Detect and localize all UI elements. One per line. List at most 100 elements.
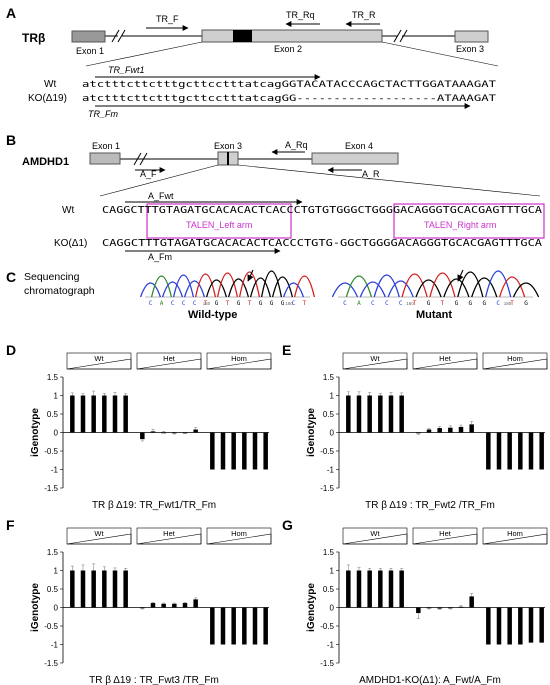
chromatogram-peak-g (471, 277, 498, 298)
exon-3-label: Exon 3 (456, 44, 484, 54)
primer-tr-rq-label: TR_Rq (286, 10, 315, 20)
bar-chart-d: 1.5 1 0.5 0 -0.5 -1 -1.5 iGenotype Wt Het Hom TR β … (30, 352, 272, 511)
bar (102, 395, 107, 433)
bar (140, 432, 145, 440)
talen-left-label: TALEN_Left arm (186, 220, 252, 230)
base-call: G (237, 300, 241, 307)
bar (437, 428, 442, 433)
bar (469, 596, 474, 608)
bar (242, 607, 247, 645)
bar (91, 395, 96, 433)
dilution-triangle (482, 358, 548, 370)
dilution-triangle (136, 533, 202, 545)
dilution-triangle (206, 358, 272, 370)
base-call: C (182, 300, 186, 307)
y-tick-label: 1.5 (323, 548, 335, 557)
group-label: Hom (507, 354, 523, 363)
panel-label-b: B (6, 132, 16, 148)
exon-1-box (89, 152, 121, 165)
primer-tr-fwt1-label: TR_Fwt1 (108, 65, 145, 75)
panel-a: A TRβ Exon 1 Exon 2 Exon 3 TR_F TR_Rq TR… (6, 5, 499, 119)
y-tick-label: -1 (51, 466, 59, 475)
group-label: Wt (94, 354, 104, 363)
base-call: C (292, 300, 296, 307)
y-tick-label: -0.5 (320, 447, 334, 456)
chromatogram-peak-c (485, 270, 512, 298)
exon-4-label: Exon 4 (345, 141, 373, 151)
base-call: T (226, 300, 230, 307)
y-tick-label: -1.5 (320, 484, 334, 493)
y-axis-label: iGenotype (30, 408, 41, 457)
bar (140, 607, 145, 609)
panel-label-e: E (282, 342, 291, 358)
exon-2-box (201, 29, 383, 43)
chromatogram-tick-label: 160 (285, 301, 293, 306)
bar (263, 432, 268, 470)
chromatogram-peak-c (331, 282, 359, 298)
primer-a-rq-label: A_Rq (285, 140, 308, 150)
y-tick-label: -1.5 (44, 659, 58, 668)
bar (448, 427, 453, 433)
chart-caption: AMDHD1-KO(Δ1): A_Fwt/A_Fm (359, 675, 501, 685)
chromatogram-peak-t (401, 273, 428, 298)
chromatogram-peak-g (443, 278, 470, 298)
bar (123, 570, 128, 608)
y-tick-label: 1 (330, 567, 335, 576)
primer-a-f-label: A_F (140, 169, 157, 179)
y-tick-label: -0.5 (44, 447, 58, 456)
bar (231, 607, 236, 645)
primer-tr-r-label: TR_R (352, 10, 376, 20)
y-tick-label: -0.5 (44, 622, 58, 631)
y-tick-label: 0 (330, 429, 335, 438)
y-tick-label: 0 (54, 429, 59, 438)
dilution-triangle (412, 358, 478, 370)
chromatogram-peak-a (150, 275, 173, 298)
base-call: T (248, 300, 252, 307)
base-call: G (427, 300, 431, 307)
chromatogram-peak-g (512, 282, 540, 298)
chromatogram-peak-t (293, 275, 316, 298)
y-tick-label: -1 (51, 641, 59, 650)
chromatogram-peak-c (373, 274, 400, 298)
chromatogram-peak-g (249, 277, 272, 298)
bar (496, 432, 502, 470)
base-call: A (357, 300, 361, 307)
panel-label-g: G (282, 517, 293, 533)
panel-label-d: D (6, 342, 16, 358)
exon-2-label: Exon 2 (274, 44, 302, 54)
dilution-triangle (136, 358, 202, 370)
wt-sequence-b: CAGGCTTTGTAGATGCACACACTCACCCTGTGTGGGCTGG… (102, 205, 542, 216)
bar (172, 432, 177, 434)
bar (161, 603, 166, 608)
y-tick-label: 0.5 (47, 585, 59, 594)
group-label: Wt (94, 529, 104, 538)
bar (528, 432, 534, 470)
dilution-triangle (66, 533, 132, 545)
dilution-triangle (66, 358, 132, 370)
chromatogram-peak-t (216, 272, 239, 298)
base-call: G (469, 300, 473, 307)
bar (458, 606, 464, 608)
primer-a-fm-label: A_Fm (148, 252, 172, 262)
bar (112, 570, 118, 608)
bar (399, 395, 404, 433)
y-tick-label: 0.5 (323, 585, 335, 594)
group-label: Het (163, 354, 176, 363)
chromatogram-peak-c (282, 282, 305, 298)
chromatogram-peak-t (498, 276, 526, 298)
bar (388, 570, 394, 608)
wildtype-caption: Wild-type (188, 309, 237, 321)
dilution-triangle (342, 533, 408, 545)
group-label: Wt (370, 354, 380, 363)
ko-sequence-a: atctttcttctttgcttcctttatcagGG-----------… (82, 94, 497, 104)
panel-label-a: A (6, 5, 16, 21)
bar (496, 607, 502, 645)
bar-chart-g: 1.5 1 0.5 0 -0.5 -1 -1.5 iGenotype Wt Het Hom AMDHD… (306, 527, 548, 685)
gene-label-trb: TRβ (22, 31, 45, 45)
base-call: G (259, 300, 263, 307)
bar (193, 599, 198, 608)
base-call: C (171, 300, 175, 307)
group-label: Het (439, 354, 452, 363)
